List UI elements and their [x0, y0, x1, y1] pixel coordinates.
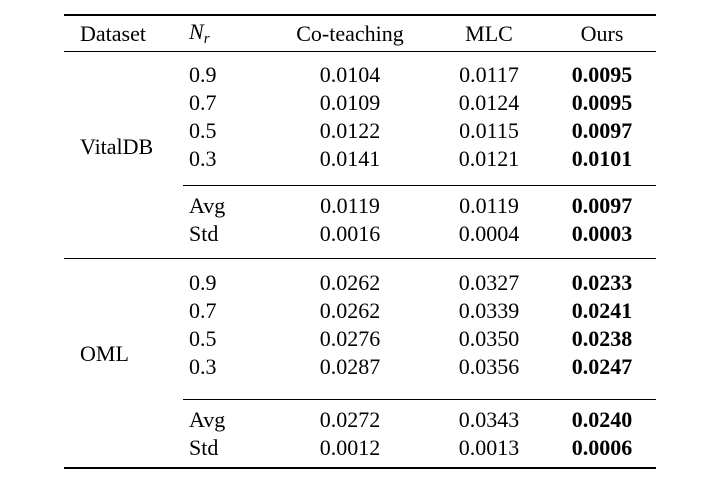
table-row: 0.3 0.0287 0.0356 0.0247 [64, 353, 656, 381]
co-teaching-value: 0.0109 [319, 90, 381, 115]
ours-value: 0.0240 [571, 407, 633, 432]
section-oml: OML 0.9 0.0262 0.0327 0.0233 0.7 0.0262 … [64, 258, 656, 467]
summary-label: Std [189, 435, 219, 460]
ours-value: 0.0095 [571, 62, 633, 87]
mlc-value: 0.0356 [458, 354, 520, 379]
summary-label: Avg [189, 193, 226, 218]
mlc-value: 0.0121 [458, 146, 520, 171]
co-teaching-value: 0.0276 [319, 326, 381, 351]
co-teaching-value: 0.0104 [319, 62, 381, 87]
partial-rule-row [64, 173, 656, 192]
summary-label: Avg [189, 407, 226, 432]
summary-row: Std 0.0012 0.0013 0.0006 [64, 434, 656, 462]
results-table: Dataset Nr Co-teaching MLC Ours VitalDB … [64, 14, 656, 469]
table-row: 0.9 0.0104 0.0117 0.0095 [64, 61, 656, 89]
nr-value: 0.9 [189, 270, 217, 295]
mlc-value: 0.0117 [459, 62, 519, 87]
ours-value: 0.0247 [571, 354, 633, 379]
ours-value: 0.0097 [571, 118, 633, 143]
nr-value: 0.3 [189, 354, 217, 379]
ours-value: 0.0238 [571, 326, 633, 351]
table-row: 0.5 0.0122 0.0115 0.0097 [64, 117, 656, 145]
table-row: 0.3 0.0141 0.0121 0.0101 [64, 145, 656, 173]
column-header-noise-rate: Nr [183, 18, 270, 47]
partial-rule-row [64, 381, 656, 406]
ours-value: 0.0095 [571, 90, 633, 115]
mlc-value: 0.0343 [458, 407, 520, 432]
mlc-value: 0.0119 [459, 193, 519, 218]
co-teaching-value: 0.0262 [319, 298, 381, 323]
column-header-co-teaching: Co-teaching [296, 20, 404, 46]
column-header-dataset: Dataset [80, 20, 146, 46]
nr-value: 0.7 [189, 298, 217, 323]
nr-subscript: r [203, 30, 210, 47]
ours-value: 0.0097 [571, 193, 633, 218]
summary-row: Std 0.0016 0.0004 0.0003 [64, 220, 656, 248]
co-teaching-value: 0.0141 [319, 146, 381, 171]
table-row: 0.7 0.0109 0.0124 0.0095 [64, 89, 656, 117]
mlc-value: 0.0327 [458, 270, 520, 295]
co-teaching-value: 0.0262 [319, 270, 381, 295]
section-vitaldb: VitalDB 0.9 0.0104 0.0117 0.0095 0.7 0.0… [64, 52, 656, 258]
table-row: 0.5 0.0276 0.0350 0.0238 [64, 325, 656, 353]
co-teaching-value: 0.0012 [319, 435, 381, 460]
mlc-value: 0.0115 [459, 118, 519, 143]
summary-row: Avg 0.0272 0.0343 0.0240 [64, 406, 656, 434]
co-teaching-value: 0.0016 [319, 221, 381, 246]
nr-value: 0.5 [189, 118, 217, 143]
mlc-value: 0.0339 [458, 298, 520, 323]
mlc-value: 0.0350 [458, 326, 520, 351]
table-row: 0.7 0.0262 0.0339 0.0241 [64, 297, 656, 325]
nr-value: 0.7 [189, 90, 217, 115]
co-teaching-value: 0.0122 [319, 118, 381, 143]
mlc-value: 0.0124 [458, 90, 520, 115]
nr-symbol: N [189, 18, 204, 44]
nr-value: 0.5 [189, 326, 217, 351]
column-header-ours: Ours [580, 20, 624, 46]
dataset-name: VitalDB [80, 134, 154, 159]
ours-value: 0.0101 [571, 146, 633, 171]
cmidrule [183, 173, 656, 186]
ours-value: 0.0006 [571, 435, 633, 460]
table-row: 0.9 0.0262 0.0327 0.0233 [64, 269, 656, 297]
ours-value: 0.0003 [571, 221, 633, 246]
nr-value: 0.3 [189, 146, 217, 171]
table-header-row: Dataset Nr Co-teaching MLC Ours [64, 16, 656, 52]
cmidrule [183, 381, 656, 400]
column-header-mlc: MLC [465, 20, 513, 46]
summary-label: Std [189, 221, 219, 246]
ours-value: 0.0241 [571, 298, 633, 323]
nr-value: 0.9 [189, 62, 217, 87]
dataset-name: OML [80, 341, 129, 366]
co-teaching-value: 0.0287 [319, 354, 381, 379]
ours-value: 0.0233 [571, 270, 633, 295]
co-teaching-value: 0.0272 [319, 407, 381, 432]
mlc-value: 0.0004 [458, 221, 520, 246]
summary-row: Avg 0.0119 0.0119 0.0097 [64, 192, 656, 220]
mlc-value: 0.0013 [458, 435, 520, 460]
co-teaching-value: 0.0119 [320, 193, 380, 218]
